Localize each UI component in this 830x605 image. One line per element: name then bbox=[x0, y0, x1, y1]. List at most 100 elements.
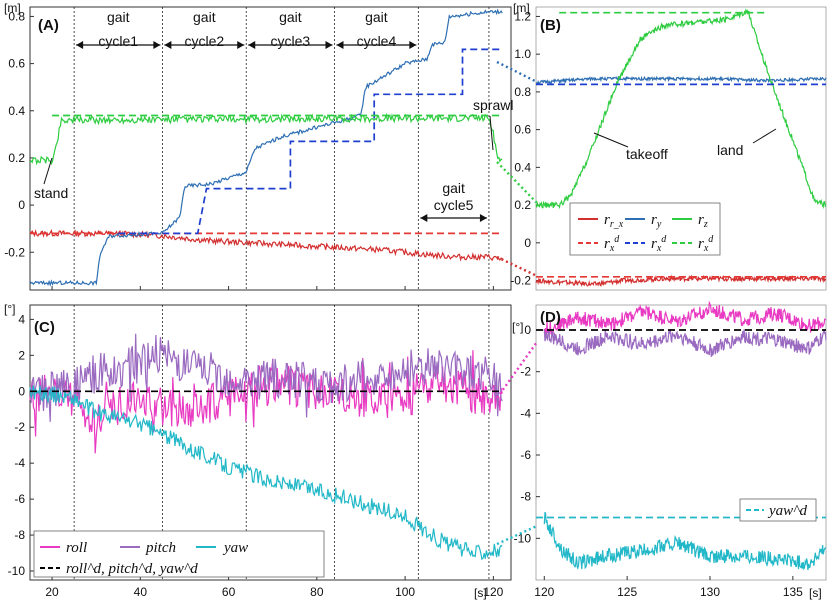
annotation-stand-pointer bbox=[43, 157, 53, 185]
y-tick-label-B-4: 0.6 bbox=[514, 123, 531, 137]
x-tick-label-C-2: 60 bbox=[222, 585, 236, 599]
y-tick-label-A-5: 0.8 bbox=[8, 9, 25, 23]
gait-label-bottom-1: cycle1 bbox=[98, 33, 138, 49]
series-C-yaw bbox=[29, 385, 503, 561]
x-tick-label-C-4: 100 bbox=[395, 585, 415, 599]
x-tick-label-D-1: 125 bbox=[617, 585, 637, 599]
legend-b-ry: ry bbox=[651, 212, 662, 230]
legend-b-box bbox=[569, 202, 721, 256]
y-tick-label-D-5: 0 bbox=[524, 323, 531, 337]
legend-c: roll pitch yaw roll^d, pitch^d, yaw^d bbox=[33, 530, 325, 578]
legend-c-pitch: pitch bbox=[145, 540, 176, 556]
panel-d-label: (D) bbox=[540, 309, 561, 326]
legend-c-roll: roll bbox=[66, 540, 87, 556]
panel-c-frame bbox=[29, 304, 512, 581]
series-A-rz bbox=[29, 112, 503, 166]
y-tick-label-D-3: -4 bbox=[520, 406, 531, 420]
panel-b: -0.2 0 0.2 0.4 0.6 0.8 1.0 1.2 bbox=[510, 8, 827, 288]
series-A-ry bbox=[29, 8, 503, 287]
connector-4 bbox=[496, 341, 538, 399]
x-tick-label-C-3: 80 bbox=[310, 585, 324, 599]
gait-label-bottom-2: cycle2 bbox=[184, 33, 224, 49]
y-tick-label-C-2: -6 bbox=[14, 492, 25, 506]
y-tick-label-D-2: -6 bbox=[520, 448, 531, 462]
panel-connectors bbox=[496, 60, 538, 546]
legend-b-rz: rz bbox=[698, 212, 708, 230]
y-tick-label-B-5: 0.8 bbox=[514, 85, 531, 99]
y-tick-label-C-6: 2 bbox=[18, 348, 25, 362]
series-C-pitch bbox=[29, 333, 503, 422]
panel-b-unit: [m] bbox=[513, 1, 530, 15]
x-tick-label-D-3: 135 bbox=[783, 585, 803, 599]
gait-label-bottom-3: cycle3 bbox=[271, 33, 311, 49]
panel-a: -0.2 0 0.2 0.4 0.6 0.8 gait cycle1 gait cycle2 gai… bbox=[4, 7, 503, 290]
gait-label-bottom-5: cycle5 bbox=[434, 197, 474, 213]
legend-c-yaw: yaw bbox=[222, 540, 248, 556]
annotation-sprawl: sprawl bbox=[473, 97, 513, 113]
annotation-stand: stand bbox=[34, 185, 68, 201]
y-tick-label-B-7: 1.2 bbox=[514, 9, 531, 23]
y-tick-label-C-1: -8 bbox=[14, 528, 25, 542]
annotation-land-pointer bbox=[752, 128, 777, 144]
connector-0 bbox=[496, 60, 538, 84]
panel-d-unit: [°] bbox=[512, 320, 523, 334]
gait-label-top-5: gait bbox=[442, 180, 465, 196]
y-tick-label-A-4: 0.6 bbox=[8, 57, 25, 71]
annotation-land: land bbox=[717, 142, 743, 158]
panel-d-x-unit: [s] bbox=[809, 586, 822, 600]
series-B-rx bbox=[535, 274, 826, 287]
panel-a-label: (A) bbox=[38, 17, 59, 34]
series-A-rx bbox=[29, 228, 503, 262]
legend-b: rr_x ry rz rxd rxd rxd bbox=[569, 202, 721, 256]
series-D-pitch bbox=[543, 328, 827, 357]
y-tick-label-B-2: 0.2 bbox=[514, 198, 531, 212]
x-tick-label-C-1: 40 bbox=[134, 585, 148, 599]
gait-label-bottom-4: cycle4 bbox=[357, 33, 397, 49]
panel-b-label: (B) bbox=[540, 17, 561, 34]
y-tick-label-A-0: -0.2 bbox=[4, 245, 25, 259]
gait-label-top-3: gait bbox=[279, 9, 302, 25]
panel-a-unit: [m] bbox=[4, 1, 21, 15]
connector-3 bbox=[496, 524, 538, 546]
y-tick-label-C-7: 4 bbox=[18, 312, 25, 326]
x-tick-label-D-2: 130 bbox=[700, 585, 720, 599]
series-B-rz bbox=[535, 8, 827, 210]
y-tick-label-B-0: -0.2 bbox=[510, 274, 531, 288]
legend-d-yawd: yaw^d bbox=[767, 503, 807, 519]
series-D-yaw bbox=[543, 511, 827, 571]
y-tick-label-B-3: 0.4 bbox=[514, 160, 531, 174]
y-tick-label-D-1: -8 bbox=[520, 490, 531, 504]
panel-d-frame bbox=[535, 304, 827, 581]
gait-label-top-1: gait bbox=[107, 9, 130, 25]
panel-a-frame bbox=[29, 6, 512, 291]
x-tick-label-C-0: 20 bbox=[45, 585, 59, 599]
y-tick-label-A-2: 0.2 bbox=[8, 151, 25, 165]
legend-d-box bbox=[739, 498, 817, 522]
panel-d: -10 -8 -6 -4 -2 0 120 125 130 135 bbox=[514, 300, 827, 599]
connector-2 bbox=[496, 255, 538, 278]
series-C-roll bbox=[29, 350, 503, 454]
gait-label-top-2: gait bbox=[193, 9, 216, 25]
series-B-ry bbox=[535, 74, 827, 85]
series-A-ryd-d bbox=[118, 48, 503, 235]
panel-c-label: (C) bbox=[34, 319, 55, 336]
panel-b-frame bbox=[535, 6, 827, 291]
y-tick-label-D-4: -2 bbox=[520, 365, 531, 379]
annotation-takeoff: takeoff bbox=[626, 146, 668, 162]
y-tick-label-C-0: -10 bbox=[8, 564, 26, 578]
y-tick-label-B-1: 0 bbox=[524, 236, 531, 250]
legend-c-ref: roll^d, pitch^d, yaw^d bbox=[66, 561, 198, 577]
gait-arrowheads-5 bbox=[420, 214, 487, 222]
panel-c-unit: [°] bbox=[4, 302, 15, 316]
series-D-roll bbox=[543, 300, 827, 336]
legend-d: yaw^d bbox=[739, 498, 817, 522]
y-tick-label-C-4: -2 bbox=[14, 420, 25, 434]
y-tick-label-A-1: 0 bbox=[18, 198, 25, 212]
legend-c-box bbox=[33, 530, 325, 578]
x-tick-label-D-0: 120 bbox=[534, 585, 554, 599]
y-tick-label-A-3: 0.4 bbox=[8, 104, 25, 118]
x-tick-label-C-5: 120 bbox=[483, 585, 503, 599]
annotation-sprawl-pointer bbox=[489, 115, 494, 151]
y-tick-label-C-5: 0 bbox=[18, 384, 25, 398]
